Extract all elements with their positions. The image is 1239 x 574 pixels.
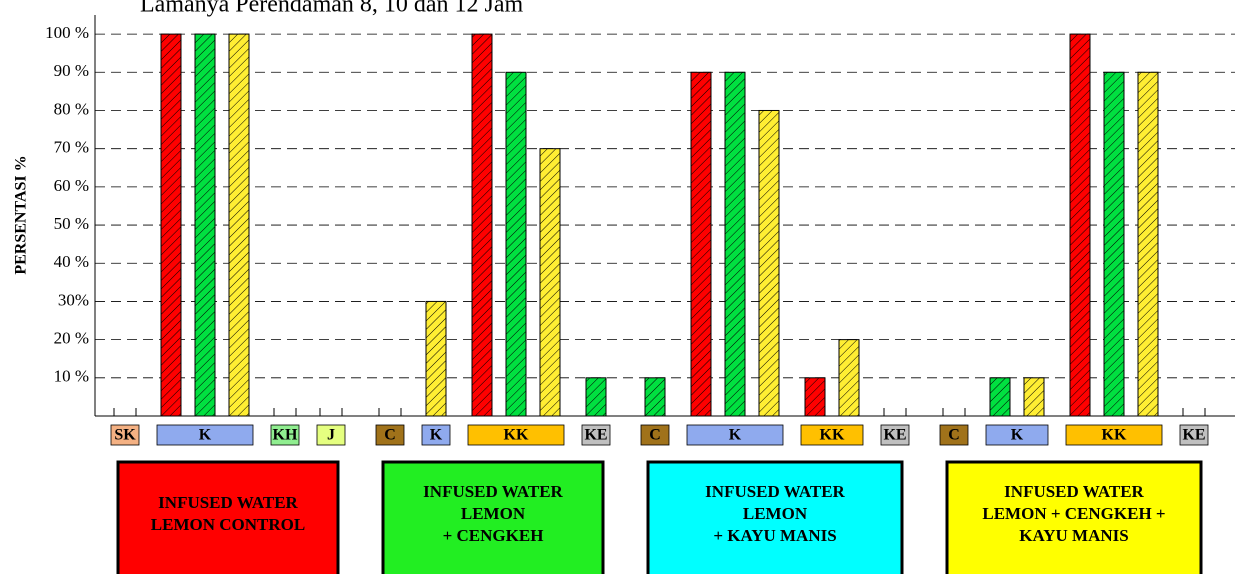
y-tick-label: 70 %: [54, 138, 89, 157]
group-label: INFUSED WATER: [705, 482, 845, 501]
bar: [539, 148, 561, 417]
x-tick-label: KH: [273, 427, 298, 444]
category-box: [270, 424, 300, 446]
group-label: LEMON: [461, 504, 526, 523]
y-tick-label: 40 %: [54, 252, 89, 271]
bar: [585, 377, 607, 417]
bar: [425, 300, 447, 417]
category-box: [316, 424, 346, 446]
x-tick-label: SK: [114, 427, 136, 444]
x-tick-label: KK: [1102, 427, 1127, 444]
bar: [804, 377, 826, 417]
group-label: KAYU MANIS: [1019, 526, 1128, 545]
bar: [690, 71, 712, 417]
x-tick-label: C: [649, 427, 661, 444]
category-box: [467, 424, 565, 446]
bar: [1069, 33, 1091, 417]
chart-title: Lamanya Perendaman 8, 10 dan 12 Jam: [140, 0, 524, 18]
bar: [758, 109, 780, 417]
group-box: [116, 460, 340, 574]
bar: [989, 377, 1011, 417]
y-tick-label: 80 %: [54, 99, 89, 118]
y-tick-label: 50 %: [54, 214, 89, 233]
x-tick-label: KE: [883, 427, 906, 444]
category-box: [985, 424, 1049, 446]
group-label: + KAYU MANIS: [713, 526, 836, 545]
category-box: [1065, 424, 1163, 446]
x-tick-label: C: [948, 427, 960, 444]
x-tick-label: KK: [820, 427, 845, 444]
bar: [644, 377, 666, 417]
group-box: [646, 460, 904, 574]
group-box: [945, 460, 1203, 574]
bar: [160, 33, 182, 417]
group-label: INFUSED WATER: [158, 493, 298, 512]
group-label: INFUSED WATER: [1004, 482, 1144, 501]
bar: [228, 33, 250, 417]
y-tick-label: 60 %: [54, 176, 89, 195]
category-box: [375, 424, 405, 446]
bar: [1023, 377, 1045, 417]
category-box: [686, 424, 784, 446]
y-tick-label: 90 %: [54, 61, 89, 80]
bar: [505, 71, 527, 417]
y-tick-label: 100 %: [45, 23, 89, 42]
group-label: LEMON CONTROL: [151, 515, 305, 534]
group-label: LEMON + CENGKEH +: [982, 504, 1165, 523]
x-tick-label: K: [430, 427, 443, 444]
group-label: INFUSED WATER: [423, 482, 563, 501]
group-label: + CENGKEH: [443, 526, 544, 545]
category-box: [640, 424, 670, 446]
bar: [724, 71, 746, 417]
category-box: [110, 424, 140, 446]
x-tick-label: KE: [584, 427, 607, 444]
category-box: [800, 424, 864, 446]
y-tick-label: 10 %: [54, 367, 89, 386]
category-box: [939, 424, 969, 446]
x-tick-label: J: [327, 427, 335, 444]
x-tick-label: KE: [1182, 427, 1205, 444]
y-tick-label: 30%: [58, 290, 89, 309]
category-box: [421, 424, 451, 446]
category-box: [1179, 424, 1209, 446]
x-tick-label: KK: [504, 427, 529, 444]
bar: [1137, 71, 1159, 417]
group-label: LEMON: [743, 504, 808, 523]
bar: [838, 339, 860, 417]
group-box: [381, 460, 605, 574]
x-tick-label: K: [1011, 427, 1024, 444]
category-box: [581, 424, 611, 446]
category-box: [880, 424, 910, 446]
y-axis-label: PERSENTASI %: [13, 155, 30, 274]
x-tick-label: K: [729, 427, 742, 444]
x-tick-label: C: [384, 427, 396, 444]
x-tick-label: K: [199, 427, 212, 444]
bar: [194, 33, 216, 417]
bar: [1103, 71, 1125, 417]
category-box: [156, 424, 254, 446]
bar: [471, 33, 493, 417]
y-tick-label: 20 %: [54, 329, 89, 348]
